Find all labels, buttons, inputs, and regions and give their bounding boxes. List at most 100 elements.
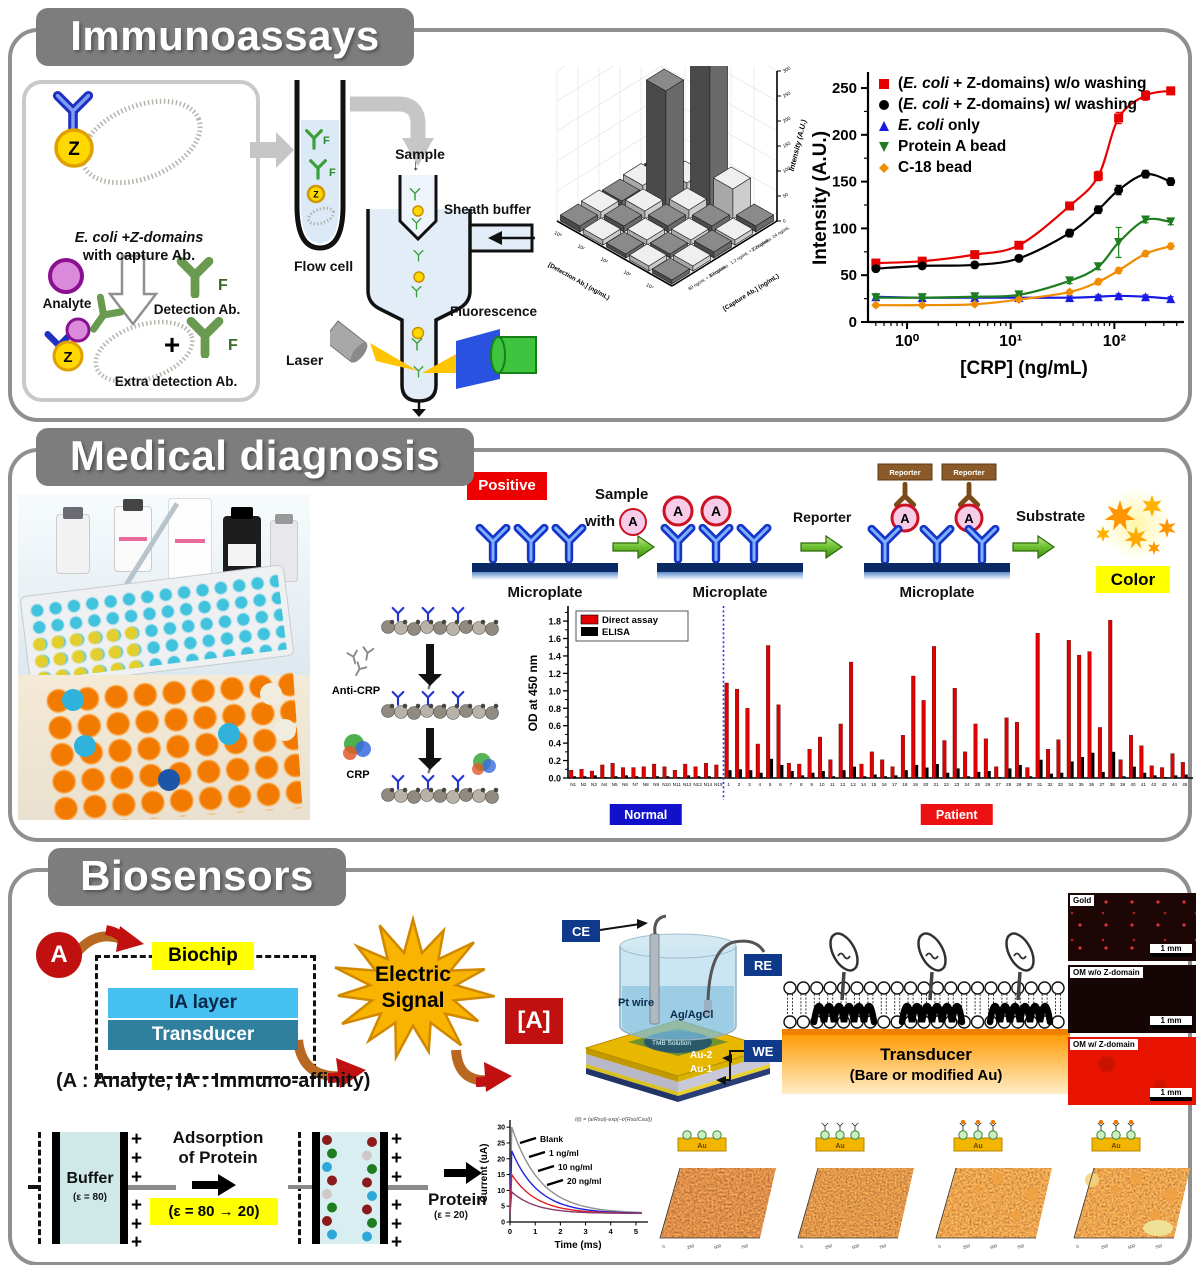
adsorption-line2: of Protein (178, 1148, 258, 1167)
sample-particle-2 (412, 205, 424, 217)
chart-label: 750 (878, 1243, 887, 1250)
electric-signal-star: Electric Signal (334, 915, 495, 1062)
bar-elisa (873, 774, 877, 778)
chart-label: 60 ng/mL (708, 264, 727, 279)
bar-direct (641, 766, 646, 779)
chart-label: 1 (533, 1227, 537, 1236)
f-label-tube2: F (329, 167, 336, 179)
chart-label: 10² (599, 256, 609, 265)
chart-label: 41 (1141, 782, 1147, 787)
we-badge (744, 1040, 782, 1062)
chart-label: 32 (1047, 782, 1053, 787)
bar-elisa (1143, 772, 1147, 778)
microplate-label-2: Microplate (692, 584, 768, 601)
svg-text:Au-1: Au-1 (690, 1064, 713, 1075)
chart-label: N6 (622, 782, 628, 787)
panel-title-immunoassays: Immunoassays (36, 8, 414, 66)
scalebar-1: 1 mm (1150, 944, 1192, 957)
detection-antibody-icon (181, 261, 209, 294)
bacterium-outline-2 (93, 319, 195, 385)
black-arrow-1 (192, 1174, 236, 1196)
bar-elisa (894, 775, 898, 778)
chart-label: 750 (740, 1243, 749, 1250)
bar-elisa (925, 767, 929, 778)
panel-title-medical: Medical diagnosis (36, 428, 474, 486)
bar-elisa (821, 771, 825, 778)
bar-direct (1035, 633, 1040, 779)
marker-square (879, 79, 889, 89)
marker-diamond (1014, 295, 1024, 305)
marker-triangle-down (879, 142, 889, 152)
bar-elisa (967, 776, 971, 778)
bar-direct (952, 688, 957, 779)
bar-elisa (1018, 764, 1022, 778)
bar-direct (631, 767, 636, 779)
protein-blobs (322, 1135, 377, 1242)
bar-direct (849, 661, 854, 779)
chart-label: 10² (1103, 333, 1126, 350)
blue-well (218, 723, 240, 745)
chart-crp-curves: 0 50 100 150 200 250 10⁰ 10¹ 10² [CRP] (ng/mL) Int… (810, 72, 1184, 379)
sample-label: Sample (395, 146, 445, 162)
bar-elisa (676, 777, 680, 778)
scalebar-3: 1 mm (1150, 1088, 1192, 1101)
afm-image-1: 0 250 500 750 Au (659, 1130, 776, 1250)
normal-badge (609, 804, 682, 825)
chart-label: 0 (849, 314, 857, 331)
bar-direct (1056, 739, 1061, 779)
chart-label: N9 (653, 782, 659, 787)
chart-label: 3 (748, 782, 751, 787)
bar-direct (807, 749, 812, 779)
bar-direct (1097, 727, 1102, 779)
chart-label: I(t) = (a/Rsol)·exp(−t/(RsolCsol)) (575, 1117, 652, 1123)
au-label: Au (973, 1143, 982, 1150)
eps-change-badge: (ε = 80 → 20) (150, 1198, 278, 1225)
chart-label: 1.6 (548, 634, 561, 644)
chart-label: 0 (1076, 1244, 1080, 1250)
scalebar-2: 1 mm (1150, 1016, 1192, 1029)
chart-label: 1.2 (548, 669, 561, 679)
chart-label: 20 (497, 1156, 505, 1163)
chart-label: 10 (819, 782, 825, 787)
chart-label: 23 (954, 782, 960, 787)
chart-label: N8 (643, 782, 649, 787)
chart-label: 43 (1162, 782, 1168, 787)
bar-elisa (852, 766, 856, 778)
marker-square (871, 258, 881, 268)
transducer-block (782, 1033, 1070, 1094)
bar-elisa (697, 776, 701, 778)
curved-arrow-2 (293, 1039, 366, 1088)
particle-7 (411, 326, 425, 340)
bar-direct (621, 767, 625, 779)
fluorescence-label: Fluorescence (450, 304, 538, 319)
chart-label: 10⁰ (553, 230, 563, 239)
bar-direct (1066, 640, 1071, 779)
chart-label: 20 ng/ml (567, 1176, 601, 1186)
f-label-2: F (228, 337, 238, 354)
bar-direct (994, 766, 999, 779)
detection-ab-label: Detection Ab. (153, 302, 241, 317)
chart-label: 28 (1006, 782, 1012, 787)
bar-direct (1170, 753, 1175, 779)
buffer-word: Buffer (66, 1170, 114, 1187)
marker-triangle-up (1141, 292, 1151, 302)
chart-label: 38 (1110, 782, 1116, 787)
chart-label: 2 (738, 782, 741, 787)
reagent-bottle (168, 498, 212, 580)
chart-label: 19 (913, 782, 919, 787)
chart-label: 29 (1016, 782, 1022, 787)
color-burst (1096, 488, 1176, 560)
chart-label: Patient (936, 808, 979, 822)
decay-curve (509, 1190, 642, 1215)
svg-text:Au-2: Au-2 (690, 1050, 713, 1061)
chart-label: 4 (609, 1227, 614, 1236)
ecoli-caption-line1: E. coli +Z-domains (74, 230, 204, 246)
microplate-step2: A A (657, 495, 803, 580)
bar-elisa (738, 769, 742, 778)
bar-elisa (635, 776, 639, 778)
sheath-buffer-label: Sheath buffer (444, 202, 532, 217)
panel-title-biosensors: Biosensors (48, 848, 346, 906)
chart-label: Blank (540, 1134, 563, 1144)
starburst-shape (334, 915, 495, 1062)
bar-elisa (583, 776, 587, 778)
